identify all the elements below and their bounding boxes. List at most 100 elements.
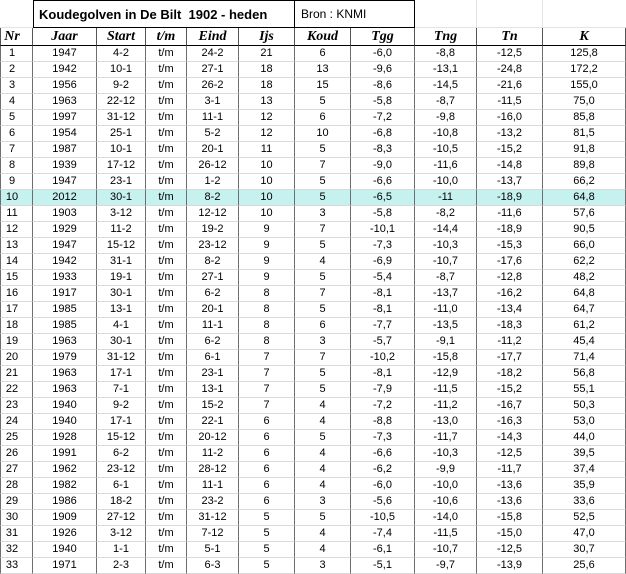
cell[interactable]: 155,0 — [543, 78, 626, 94]
cell[interactable]: 81,5 — [543, 126, 626, 142]
cell[interactable]: 3-12 — [97, 206, 146, 222]
cell[interactable]: 1926 — [33, 526, 97, 542]
cell[interactable]: t/m — [146, 382, 187, 398]
cell[interactable]: 1963 — [33, 366, 97, 382]
cell[interactable]: 6 — [295, 318, 351, 334]
cell[interactable]: 5 — [295, 270, 351, 286]
cell[interactable]: 10 — [295, 126, 351, 142]
cell[interactable]: 15 — [295, 78, 351, 94]
cell[interactable]: 5 — [295, 142, 351, 158]
cell[interactable]: -15,8 — [477, 510, 543, 526]
cell[interactable]: 23-12 — [97, 462, 146, 478]
cell[interactable]: 25-1 — [97, 126, 146, 142]
cell[interactable]: -11,2 — [415, 398, 477, 414]
cell[interactable]: 10 — [239, 206, 295, 222]
cell[interactable]: 12 — [0, 222, 33, 238]
cell[interactable]: -10,5 — [415, 142, 477, 158]
cell[interactable]: -13,6 — [477, 478, 543, 494]
cell[interactable]: -5,8 — [351, 206, 415, 222]
cell[interactable]: 33,6 — [543, 494, 626, 510]
cell[interactable]: 4 — [295, 462, 351, 478]
cell[interactable]: -14,3 — [477, 430, 543, 446]
cell[interactable]: 5 — [0, 110, 33, 126]
cell[interactable]: -16,2 — [477, 286, 543, 302]
cell[interactable]: 44,0 — [543, 430, 626, 446]
cell[interactable]: 75,0 — [543, 94, 626, 110]
cell[interactable]: 57,6 — [543, 206, 626, 222]
cell[interactable]: 9-2 — [97, 398, 146, 414]
cell[interactable]: 10 — [0, 190, 33, 206]
cell[interactable]: -24,8 — [477, 62, 543, 78]
cell[interactable]: 1942 — [33, 254, 97, 270]
cell[interactable]: 64,8 — [543, 190, 626, 206]
cell[interactable]: -18,3 — [477, 318, 543, 334]
cell[interactable]: -13,7 — [415, 286, 477, 302]
cell[interactable]: -10,2 — [351, 350, 415, 366]
cell[interactable]: -13,7 — [477, 174, 543, 190]
cell[interactable]: 1962 — [33, 462, 97, 478]
cell[interactable]: 56,8 — [543, 366, 626, 382]
cell[interactable]: -6,8 — [351, 126, 415, 142]
cell[interactable]: -11,5 — [477, 94, 543, 110]
cell[interactable]: -10,8 — [415, 126, 477, 142]
cell[interactable]: 8 — [239, 286, 295, 302]
cell[interactable]: 7-12 — [187, 526, 239, 542]
cell[interactable]: 25,6 — [543, 558, 626, 574]
cell[interactable]: 48,2 — [543, 270, 626, 286]
cell[interactable]: 4 — [295, 542, 351, 558]
cell[interactable]: t/m — [146, 158, 187, 174]
cell[interactable]: 10-1 — [97, 142, 146, 158]
cell[interactable]: t/m — [146, 558, 187, 574]
column-header-tn[interactable]: Tn — [477, 28, 543, 46]
cell[interactable]: 4 — [295, 446, 351, 462]
cell[interactable]: 8-2 — [187, 190, 239, 206]
cell[interactable]: 1928 — [33, 430, 97, 446]
cell[interactable]: t/m — [146, 238, 187, 254]
cell[interactable]: -11,5 — [415, 526, 477, 542]
cell[interactable]: 2012 — [33, 190, 97, 206]
cell[interactable]: 3-12 — [97, 526, 146, 542]
column-header-ijs[interactable]: Ijs — [239, 28, 295, 46]
cell[interactable]: 11-1 — [187, 110, 239, 126]
cell[interactable]: 18 — [239, 78, 295, 94]
cell[interactable]: 9 — [239, 222, 295, 238]
cell[interactable]: -6,6 — [351, 174, 415, 190]
cell[interactable]: t/m — [146, 78, 187, 94]
cell[interactable]: 26 — [0, 446, 33, 462]
cell[interactable]: 13-1 — [187, 382, 239, 398]
cell[interactable]: 50,3 — [543, 398, 626, 414]
cell[interactable]: -18,9 — [477, 222, 543, 238]
cell[interactable]: 9-2 — [97, 78, 146, 94]
cell[interactable]: -17,6 — [477, 254, 543, 270]
cell[interactable]: -8,2 — [415, 206, 477, 222]
cell[interactable]: 30-1 — [97, 190, 146, 206]
cell[interactable]: -16,3 — [477, 414, 543, 430]
cell[interactable]: 29 — [0, 494, 33, 510]
cell[interactable]: -9,9 — [415, 462, 477, 478]
cell[interactable]: -9,7 — [415, 558, 477, 574]
cell[interactable]: -16,0 — [477, 110, 543, 126]
column-header-start[interactable]: Start — [97, 28, 146, 46]
cell[interactable]: 4-1 — [97, 318, 146, 334]
cell[interactable]: 1940 — [33, 398, 97, 414]
cell[interactable]: -9,8 — [415, 110, 477, 126]
cell[interactable]: 11-1 — [187, 478, 239, 494]
cell[interactable]: 14 — [0, 254, 33, 270]
cell[interactable]: 8 — [239, 318, 295, 334]
cell[interactable]: -5,8 — [351, 94, 415, 110]
cell[interactable]: t/m — [146, 462, 187, 478]
cell[interactable]: -6,9 — [351, 254, 415, 270]
cell[interactable]: 6-3 — [187, 558, 239, 574]
cell[interactable]: 12 — [239, 110, 295, 126]
cell[interactable]: 11 — [0, 206, 33, 222]
cell[interactable]: -10,7 — [415, 254, 477, 270]
cell[interactable]: 18-2 — [97, 494, 146, 510]
cell[interactable]: 32 — [0, 542, 33, 558]
cell[interactable]: 5 — [295, 366, 351, 382]
cell[interactable]: -11,6 — [477, 206, 543, 222]
cell[interactable]: -9,0 — [351, 158, 415, 174]
cell[interactable]: 27-1 — [187, 62, 239, 78]
cell[interactable]: 22 — [0, 382, 33, 398]
cell[interactable]: 13 — [0, 238, 33, 254]
cell[interactable]: 20-12 — [187, 430, 239, 446]
